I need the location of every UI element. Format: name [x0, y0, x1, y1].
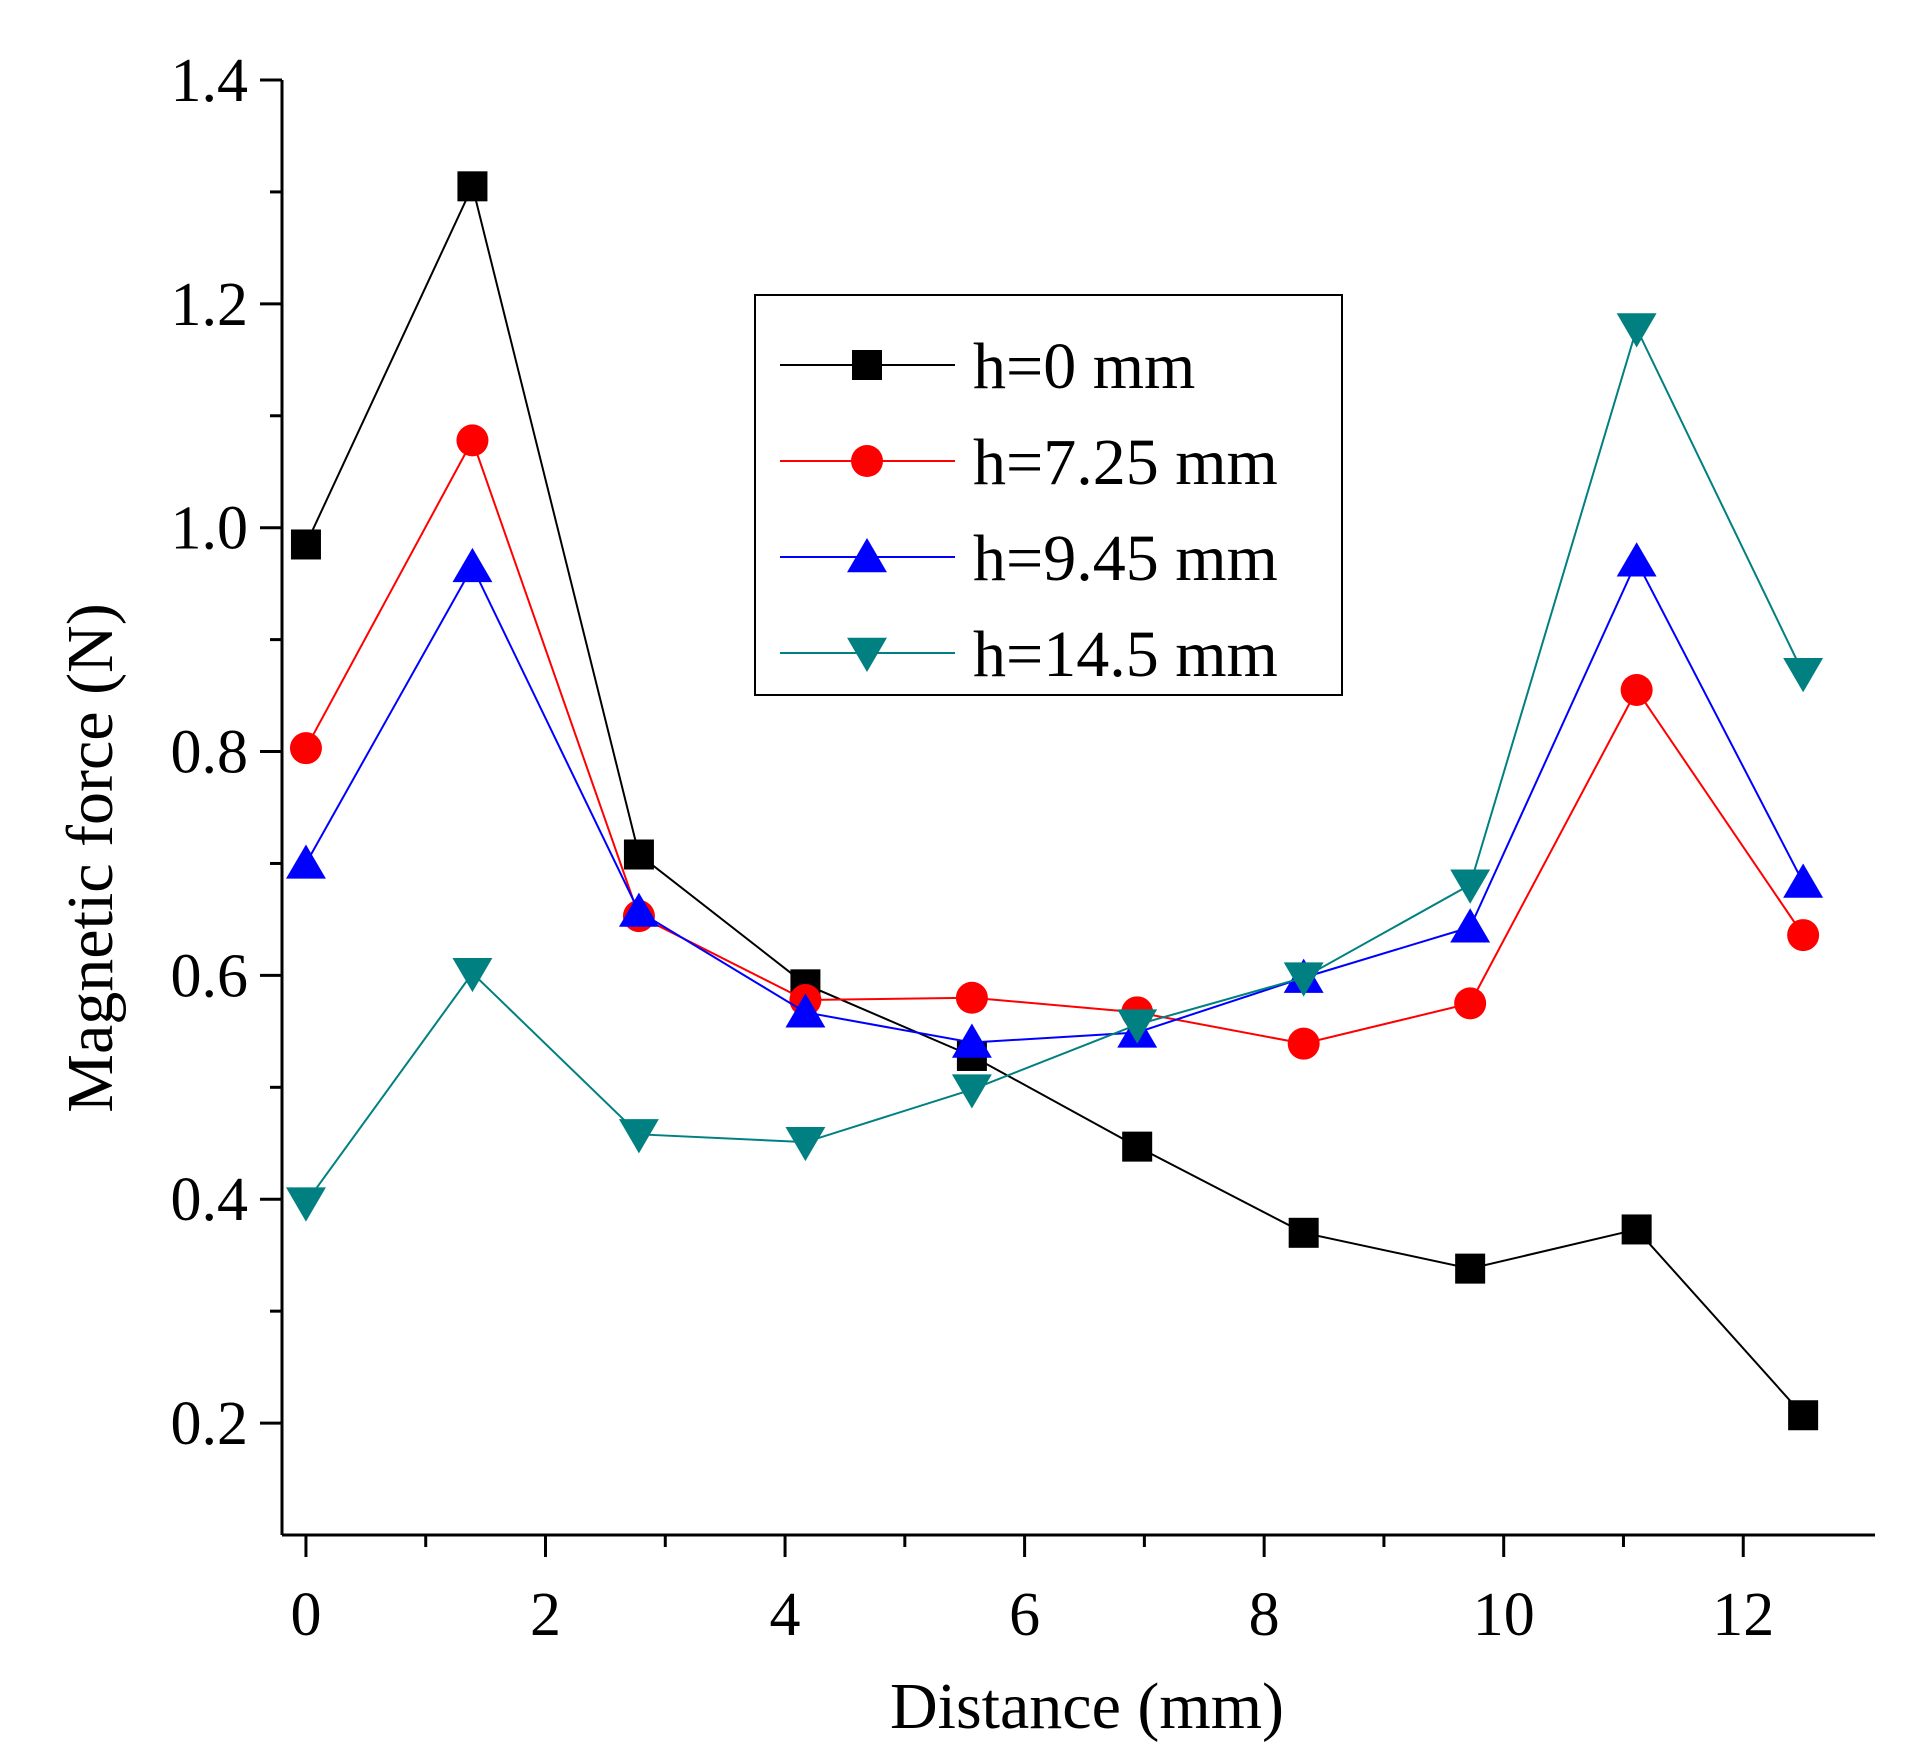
- data-point: [1122, 1131, 1153, 1162]
- x-tick-label: 12: [1712, 1581, 1774, 1649]
- legend-item: h=0 mm: [780, 330, 1195, 403]
- legend-marker: [852, 350, 882, 380]
- legend-label: h=7.25 mm: [973, 426, 1278, 499]
- x-tick-label: 4: [770, 1581, 801, 1649]
- data-point: [1621, 1214, 1652, 1245]
- data-point: [1783, 657, 1824, 693]
- data-point: [1450, 869, 1491, 904]
- data-point: [290, 529, 321, 560]
- y-tick-label: 0.8: [171, 719, 249, 787]
- data-point: [457, 171, 488, 202]
- x-tick-label: 0: [290, 1581, 321, 1649]
- data-point: [289, 732, 322, 765]
- data-point: [955, 981, 988, 1014]
- data-point: [1455, 1253, 1486, 1284]
- legend-label: h=0 mm: [973, 330, 1195, 403]
- series-line: [305, 183, 1804, 1416]
- data-point: [452, 957, 493, 993]
- x-tick-label: 2: [530, 1581, 561, 1649]
- data-point: [1117, 1009, 1158, 1044]
- data-point: [1454, 987, 1487, 1020]
- y-axis-title: Magnetic force (N): [54, 603, 127, 1112]
- data-point: [1620, 673, 1653, 706]
- legend-label: h=9.45 mm: [973, 522, 1278, 595]
- series-line: [305, 437, 1804, 1045]
- y-tick-label: 1.4: [171, 47, 249, 115]
- legend-marker: [847, 538, 887, 573]
- y-tick-label: 1.2: [171, 271, 249, 339]
- x-tick-label: 10: [1473, 1581, 1535, 1649]
- data-point: [1283, 962, 1324, 997]
- legend-label: h=14.5 mm: [973, 618, 1278, 691]
- legend-item: h=9.45 mm: [780, 522, 1278, 595]
- data-point: [785, 1126, 826, 1162]
- data-point: [286, 844, 326, 879]
- data-point: [618, 1119, 659, 1154]
- data-point: [951, 1023, 992, 1058]
- data-point: [286, 1187, 326, 1222]
- series-line: [305, 325, 1805, 1204]
- data-point: [1787, 919, 1820, 952]
- legend-marker: [847, 637, 887, 672]
- data-point: [1450, 908, 1491, 943]
- x-tick-label: 8: [1249, 1581, 1280, 1649]
- x-tick-label: 6: [1009, 1581, 1040, 1649]
- y-tick-label: 1.0: [171, 495, 249, 563]
- series-line: [305, 558, 1805, 1044]
- legend-item: h=14.5 mm: [780, 618, 1278, 691]
- legend: h=0 mm h=7.25 mm h=9.45 mm h=14.5 mm: [754, 294, 1343, 696]
- legend-marker: [851, 445, 883, 477]
- legend-item: h=7.25 mm: [780, 426, 1278, 499]
- data-point: [456, 424, 489, 457]
- data-point: [1288, 1217, 1319, 1248]
- chart-axes: [280, 80, 1875, 1537]
- series-2: [289, 424, 1820, 1060]
- data-point: [1616, 542, 1657, 577]
- series-4: [286, 313, 1824, 1222]
- data-point: [1616, 313, 1657, 348]
- data-point: [623, 839, 654, 870]
- data-point: [1783, 863, 1824, 898]
- series-layer: [286, 171, 1824, 1431]
- y-axis-ticks: 0.2 0.4 0.6 0.8 1.0 1.2 1.4: [171, 47, 282, 1458]
- data-point: [785, 993, 826, 1028]
- data-point: [618, 892, 659, 927]
- x-axis-title: Distance (mm): [890, 1670, 1284, 1743]
- y-tick-label: 0.4: [171, 1166, 249, 1234]
- data-point: [1788, 1400, 1819, 1431]
- x-axis-ticks: 0 2 4 6 8 10 12: [290, 1535, 1774, 1649]
- data-point: [951, 1074, 992, 1109]
- data-point: [452, 547, 493, 583]
- y-tick-label: 0.6: [171, 942, 249, 1010]
- data-point: [1287, 1027, 1320, 1060]
- y-tick-label: 0.2: [171, 1390, 249, 1458]
